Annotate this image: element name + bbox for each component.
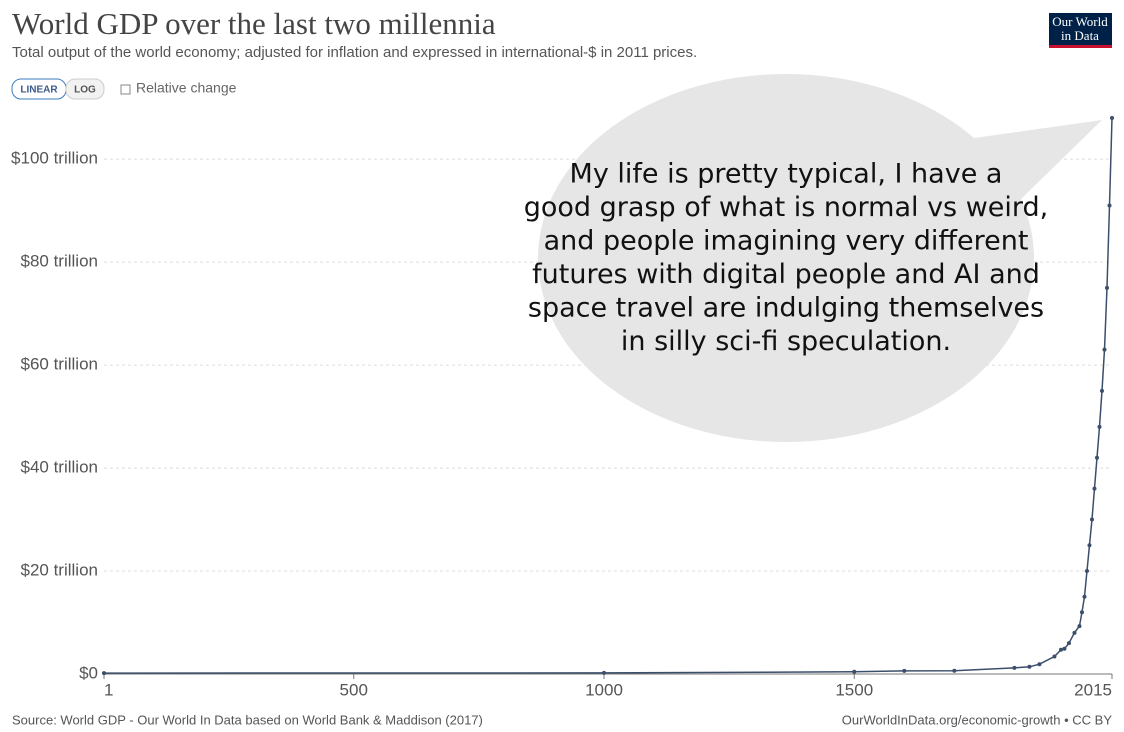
point	[1052, 654, 1057, 659]
point	[852, 669, 857, 674]
annotation-line: My life is pretty typical, I have a	[570, 159, 1003, 190]
point	[1079, 610, 1084, 615]
point	[1089, 517, 1094, 522]
logo-box	[1049, 13, 1112, 48]
x-tick-label: 1	[104, 680, 113, 699]
speech-bubble	[538, 74, 1034, 442]
point	[1099, 388, 1104, 393]
point	[1066, 641, 1071, 646]
point	[102, 671, 106, 676]
point	[1077, 624, 1082, 629]
source: Source: World GDP - Our World In Data ba…	[12, 712, 483, 727]
plot: $0 $20 trillion $40 trillion $60 trillion $8…	[11, 116, 1114, 699]
point	[1097, 424, 1102, 429]
point	[1102, 347, 1107, 352]
bubble-tail	[960, 120, 1102, 200]
annotation-line: in silly sci-fi speculation.	[621, 326, 951, 357]
checkbox[interactable]	[120, 84, 131, 95]
y-tick-label: $0	[79, 663, 98, 682]
point	[1107, 203, 1112, 208]
point	[1104, 285, 1109, 290]
x-tick-label: 1500	[835, 680, 873, 699]
point	[1058, 647, 1063, 652]
y-tick-label: $100 trillion	[11, 149, 98, 168]
point	[1012, 665, 1017, 670]
chart-title: World GDP over the last two millennia	[12, 6, 496, 41]
point	[1084, 569, 1089, 574]
chart-subtitle: Total output of the world economy; adjus…	[12, 44, 697, 61]
point	[952, 668, 957, 673]
annotation-line: good grasp of what is normal vs weird,	[524, 192, 1049, 223]
y-tick-label: $80 trillion	[21, 252, 99, 271]
point	[1110, 116, 1114, 120]
checkbox-label: Relative change	[136, 80, 237, 96]
point	[902, 668, 907, 673]
x-tick-label: 2015	[1074, 680, 1112, 699]
point	[601, 670, 606, 675]
y-tick-label: $20 trillion	[21, 561, 99, 580]
point	[1082, 594, 1087, 599]
logo-text: Our World	[1052, 14, 1108, 29]
linear-label: LINEAR	[20, 85, 58, 96]
point	[1037, 662, 1042, 667]
point	[1062, 646, 1067, 651]
log-label: LOG	[74, 85, 96, 96]
point	[1092, 486, 1097, 491]
x-tick-label: 1000	[585, 680, 623, 699]
point	[1087, 543, 1092, 548]
annotation-line: futures with digital people and AI and	[532, 259, 1040, 290]
x-tick-label: 500	[340, 680, 368, 699]
point	[1094, 455, 1099, 460]
annotation-line: space travel are indulging themselves	[528, 293, 1044, 324]
footer-link[interactable]: OurWorldInData.org/economic-growth • CC …	[842, 712, 1113, 727]
y-tick-label: $60 trillion	[21, 355, 99, 374]
point	[1072, 630, 1077, 635]
y-tick-label: $40 trillion	[21, 458, 99, 477]
annotation-line: and people imagining very different	[544, 226, 1029, 257]
annotation: My life is pretty typical, I have agood …	[524, 159, 1049, 358]
point	[1027, 664, 1032, 669]
logo-stripe	[1049, 45, 1112, 48]
logo-text: in Data	[1061, 28, 1099, 43]
log-button[interactable]	[65, 78, 105, 100]
logo[interactable]: Our World in Data	[1049, 13, 1112, 48]
